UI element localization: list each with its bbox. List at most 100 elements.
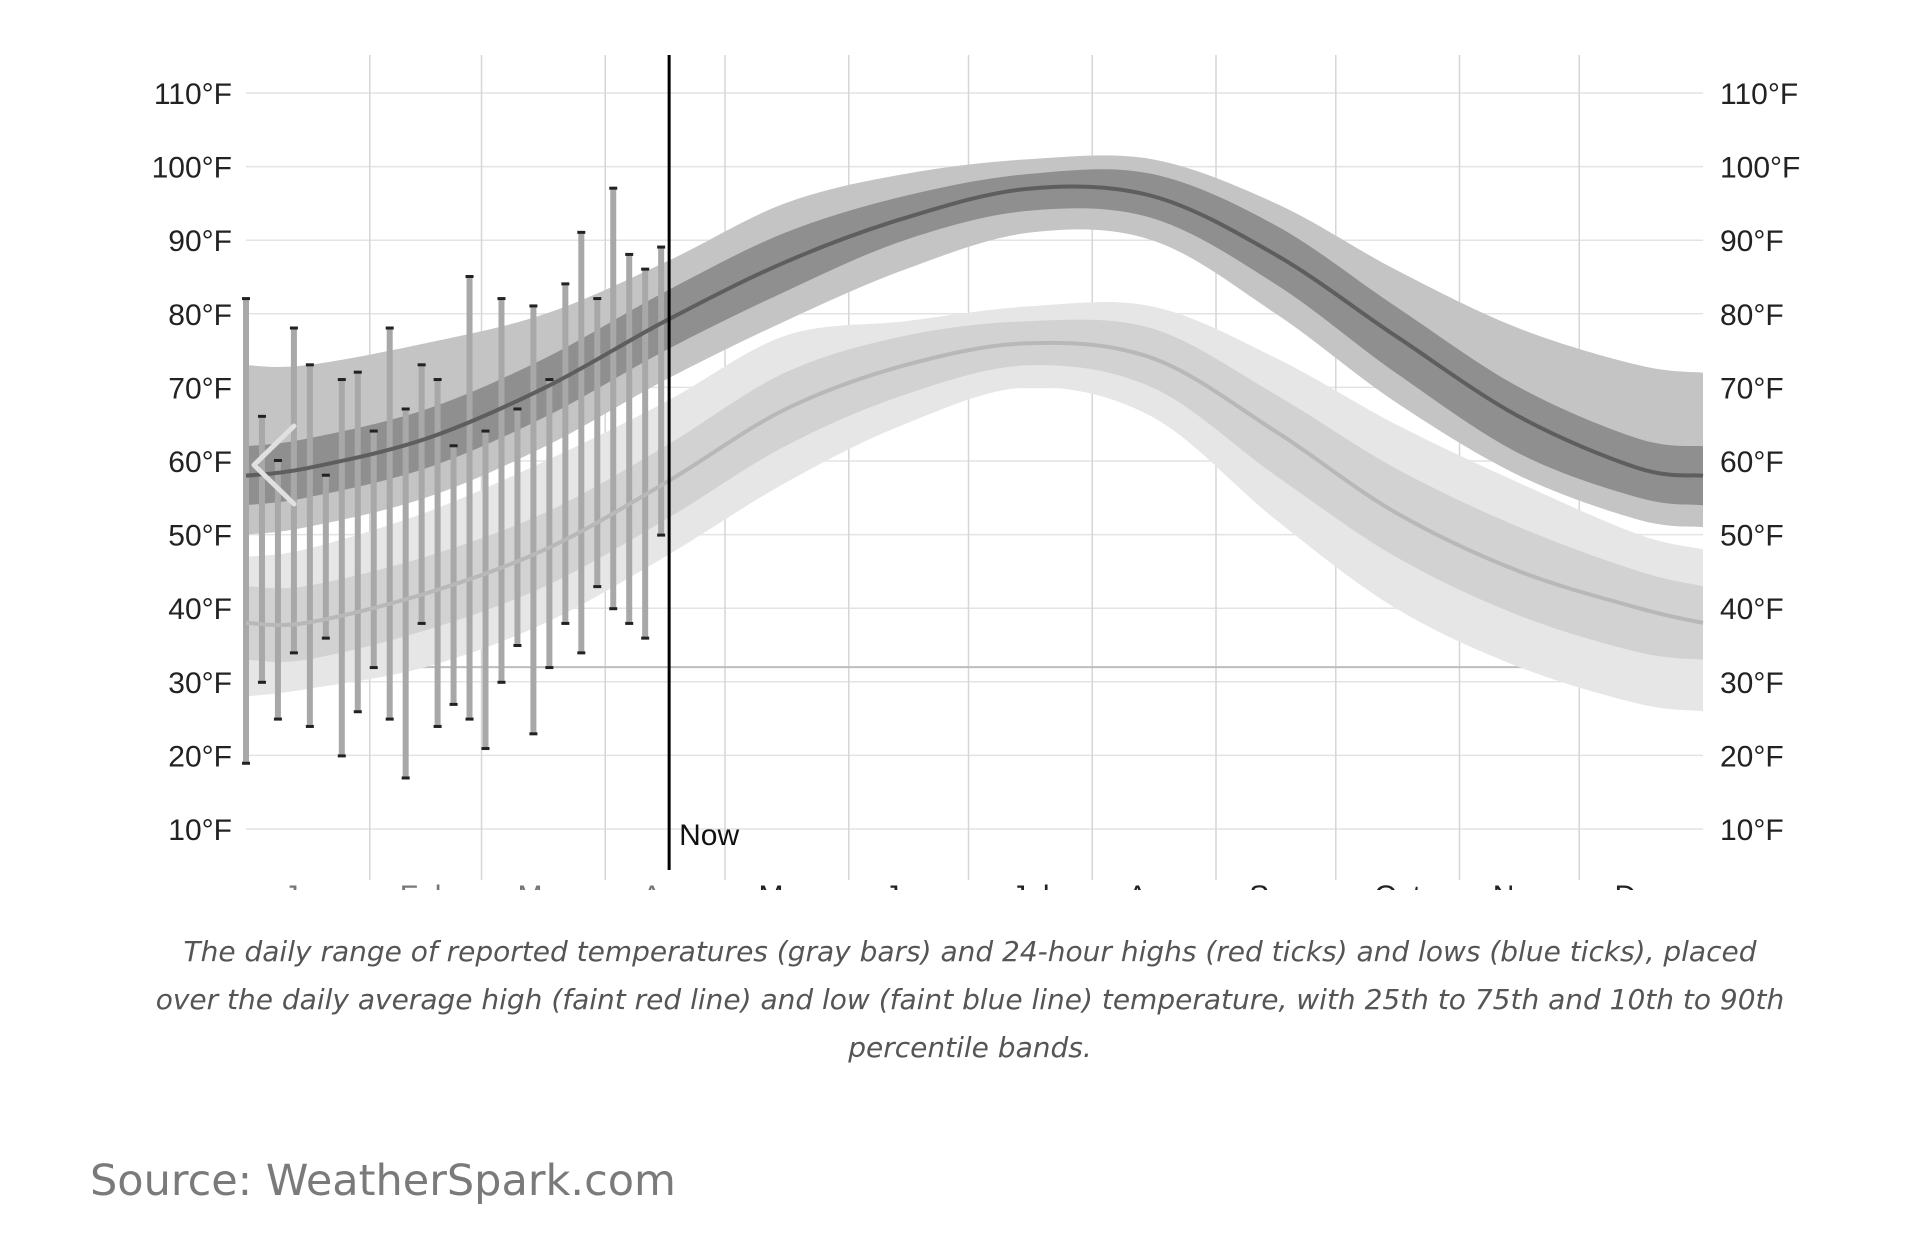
daily-range-bar (290, 328, 297, 653)
daily-low-tick (657, 533, 666, 537)
high-p10-p90-band (246, 155, 1703, 535)
daily-low-tick (385, 717, 394, 721)
x-tick-label: Mar (518, 880, 570, 890)
daily-high-tick (242, 297, 250, 301)
daily-low-tick (513, 644, 522, 647)
daily-high-tick (545, 378, 554, 382)
y-tick-label-left: 40°F (168, 593, 232, 626)
daily-high-tick (401, 407, 410, 411)
daily-high-tick (529, 304, 538, 308)
daily-range-bar (434, 380, 441, 726)
daily-high-tick (641, 267, 650, 271)
daily-low-tick (625, 621, 634, 625)
daily-high-tick (289, 326, 298, 330)
source-credit: Source: WeatherSpark.com (90, 1156, 676, 1206)
y-tick-label-right: 70°F (1720, 372, 1784, 405)
daily-high-tick (305, 363, 314, 367)
daily-high-tick (433, 378, 442, 382)
y-tick-label-left: 110°F (154, 78, 232, 111)
percentile-bands (246, 155, 1703, 712)
daily-high-tick (273, 459, 282, 462)
daily-range-bar (562, 284, 569, 623)
daily-range-bar (274, 461, 281, 719)
x-tick-label: Dec (1614, 880, 1667, 890)
x-tick-label: Aug (1127, 880, 1180, 890)
y-tick-label-right: 110°F (1720, 78, 1798, 111)
axes: 10°F 10°F 20°F 20°F 30°F 30°F 40°F 40°F 50°F 50°F… (152, 78, 1801, 890)
daily-range-bar (626, 254, 633, 623)
x-tick-label: Jan (284, 880, 332, 890)
daily-low-tick (561, 621, 570, 625)
x-tick-label: Jul (1011, 880, 1049, 890)
y-tick-label-right: 50°F (1720, 520, 1784, 553)
x-tick-label: Jun (884, 880, 932, 890)
daily-low-tick (449, 702, 458, 706)
low-p10-p90-band (246, 302, 1703, 712)
y-tick-label-right: 10°F (1720, 814, 1784, 847)
y-tick-label-right: 100°F (1720, 152, 1800, 185)
daily-range-bar (243, 299, 249, 763)
daily-high-tick (657, 245, 666, 249)
daily-high-tick (385, 326, 394, 330)
y-tick-label-left: 100°F (152, 152, 232, 185)
daily-range-bar (338, 380, 345, 756)
daily-high-tick (625, 252, 634, 256)
daily-range-bar (322, 475, 329, 638)
daily-low-tick (641, 636, 650, 640)
x-tick-label: Oct (1374, 880, 1421, 890)
daily-range-bar (354, 372, 361, 712)
daily-reported-bars (242, 186, 666, 780)
daily-high-tick (561, 282, 570, 286)
daily-range-bar (594, 299, 601, 587)
daily-high-tick (353, 370, 362, 374)
daily-low-tick (577, 651, 586, 655)
temperature-chart: Now 10°F 10°F 20°F 20°F 30°F 30°F 40°F 40°F 50°F… (152, 55, 1801, 890)
prev-nav[interactable] (251, 423, 297, 507)
average-high-line (245, 184, 1704, 478)
daily-high-tick (417, 363, 426, 367)
daily-low-tick (497, 680, 506, 684)
chevron-left-icon[interactable] (251, 423, 297, 507)
daily-high-tick (465, 275, 474, 278)
daily-low-tick (289, 651, 298, 655)
y-tick-label-left: 90°F (168, 225, 232, 258)
daily-range-bar (546, 380, 553, 668)
y-tick-label-left: 20°F (168, 740, 232, 773)
y-tick-label-left: 60°F (168, 446, 232, 479)
daily-high-tick (321, 473, 330, 477)
daily-low-tick (353, 710, 362, 714)
y-tick-label-right: 20°F (1720, 740, 1784, 773)
x-tick-label: Apr (642, 880, 689, 890)
daily-range-bar (466, 277, 473, 719)
daily-low-tick (609, 607, 618, 611)
daily-low-tick (257, 680, 266, 684)
y-tick-label-left: 30°F (168, 667, 232, 700)
x-tick-label: Feb (400, 880, 452, 890)
daily-low-tick (242, 761, 250, 765)
daily-high-tick (497, 297, 506, 301)
daily-range-bar (402, 409, 409, 778)
y-tick-label-right: 60°F (1720, 446, 1784, 479)
daily-range-bar (578, 232, 585, 653)
x-tick-label: Nov (1493, 880, 1546, 890)
daily-low-tick (273, 717, 282, 721)
y-tick-label-right: 90°F (1720, 225, 1784, 258)
daily-high-tick (577, 230, 586, 234)
daily-range-bar (658, 247, 665, 535)
daily-range-bar (258, 416, 265, 682)
daily-low-tick (369, 666, 378, 670)
daily-low-tick (337, 754, 346, 758)
daily-range-bar (370, 431, 377, 668)
now-marker-label: Now (679, 819, 739, 852)
daily-range-bar (642, 269, 649, 638)
daily-low-tick (401, 776, 410, 780)
daily-low-tick (529, 732, 538, 736)
daily-range-bar (306, 365, 313, 726)
daily-high-tick (257, 414, 266, 418)
daily-range-bar (482, 431, 489, 749)
daily-range-bar (530, 306, 537, 734)
daily-low-tick (481, 747, 490, 751)
daily-low-tick (593, 585, 602, 589)
y-tick-label-left: 80°F (168, 299, 232, 332)
daily-range-bar (418, 365, 425, 623)
